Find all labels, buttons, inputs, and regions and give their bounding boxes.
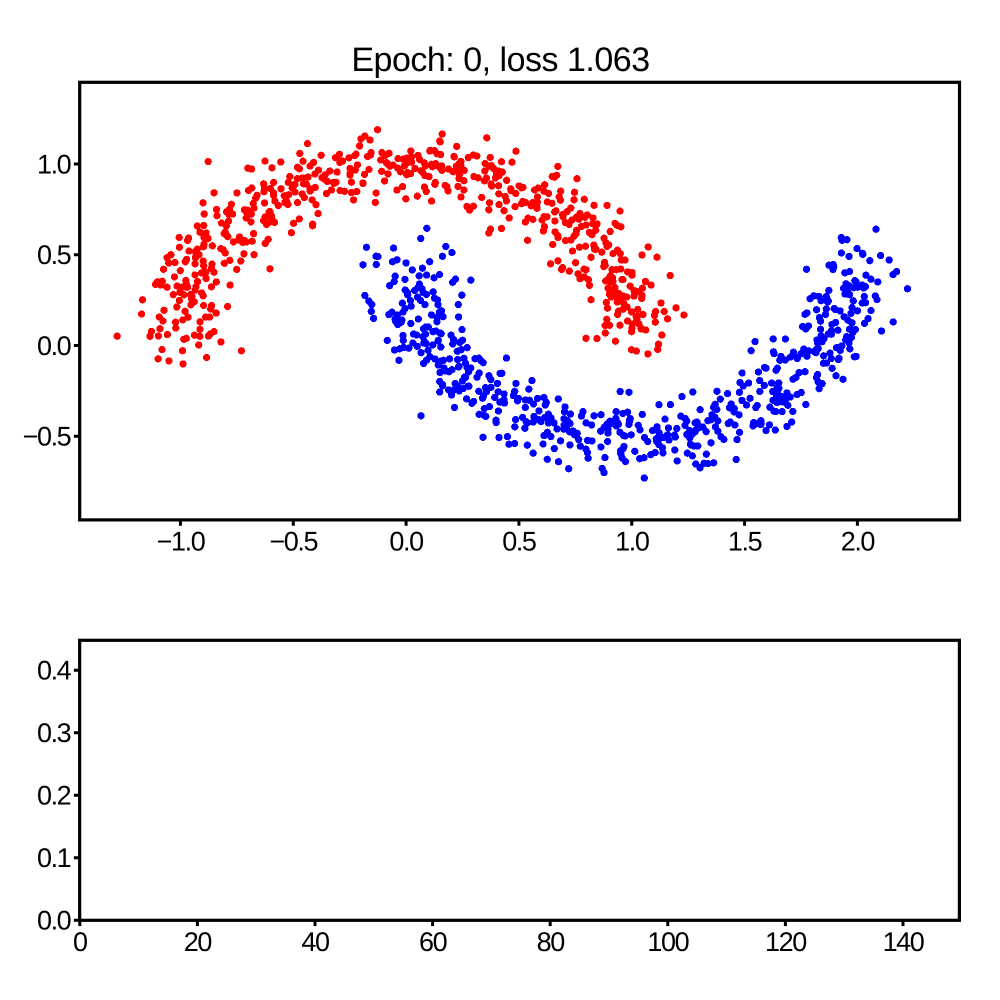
svg-text:0: 0 bbox=[73, 927, 87, 957]
svg-text:120: 120 bbox=[765, 927, 806, 957]
svg-text:0.5: 0.5 bbox=[37, 240, 71, 270]
svg-text:0.5: 0.5 bbox=[502, 526, 536, 556]
svg-text:0.3: 0.3 bbox=[37, 718, 71, 748]
svg-text:140: 140 bbox=[883, 927, 924, 957]
svg-text:0.2: 0.2 bbox=[37, 781, 71, 811]
svg-text:0.0: 0.0 bbox=[37, 906, 71, 936]
svg-text:2.0: 2.0 bbox=[841, 526, 875, 556]
svg-text:0.0: 0.0 bbox=[37, 331, 71, 361]
svg-text:Epoch: 0, loss 1.063: Epoch: 0, loss 1.063 bbox=[351, 41, 649, 79]
svg-text:0.4: 0.4 bbox=[37, 656, 72, 686]
svg-text:20: 20 bbox=[184, 927, 212, 957]
svg-text:0.0: 0.0 bbox=[389, 526, 423, 556]
svg-text:1.0: 1.0 bbox=[37, 149, 71, 179]
svg-text:40: 40 bbox=[301, 927, 329, 957]
svg-text:1.5: 1.5 bbox=[728, 526, 762, 556]
svg-text:80: 80 bbox=[537, 927, 565, 957]
svg-text:100: 100 bbox=[647, 927, 688, 957]
svg-text:0.1: 0.1 bbox=[37, 843, 71, 873]
svg-text:−0.5: −0.5 bbox=[269, 526, 317, 556]
svg-text:60: 60 bbox=[419, 927, 447, 957]
svg-text:−1.0: −1.0 bbox=[157, 526, 205, 556]
svg-text:−0.5: −0.5 bbox=[23, 422, 71, 452]
svg-text:1.0: 1.0 bbox=[615, 526, 649, 556]
